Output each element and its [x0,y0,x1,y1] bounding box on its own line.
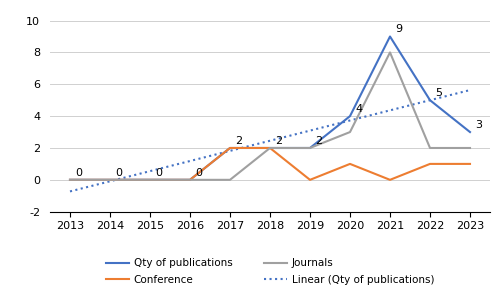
Text: 0: 0 [116,168,122,178]
Text: 0: 0 [156,168,162,178]
Text: 4: 4 [356,104,362,114]
Text: 2: 2 [316,136,322,146]
Text: 3: 3 [476,120,482,130]
Text: 0: 0 [76,168,82,178]
Text: 9: 9 [396,24,402,34]
Text: 2: 2 [236,136,242,146]
Text: 0: 0 [196,168,202,178]
Text: 2: 2 [276,136,282,146]
Text: 5: 5 [436,88,442,98]
Legend: Qty of publications, Conference, Journals, Linear (Qty of publications): Qty of publications, Conference, Journal… [102,254,438,289]
